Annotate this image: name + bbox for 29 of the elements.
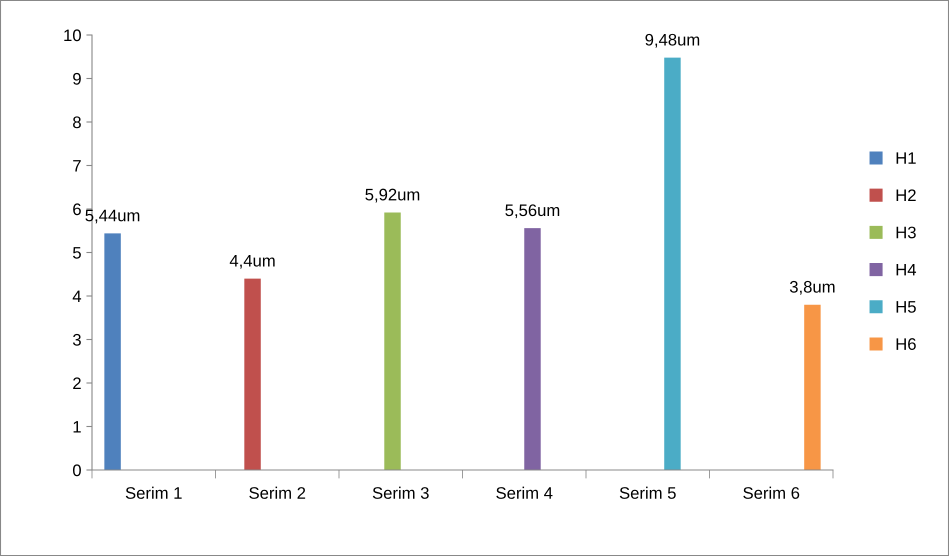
y-tick-label: 7 <box>73 160 81 172</box>
data-label: 5,92um <box>365 188 420 202</box>
legend-label: H3 <box>896 226 916 238</box>
y-tick-label: 9 <box>73 72 81 85</box>
y-tick-label: 8 <box>73 116 81 128</box>
y-tick-label: 5 <box>72 247 81 259</box>
y-tick-label: 6 <box>73 203 81 216</box>
x-tick-label: Serim 1 <box>126 486 182 499</box>
x-tick-label: Serim 4 <box>496 486 552 499</box>
legend-label: H4 <box>896 264 916 276</box>
x-tick-label: Serim 6 <box>743 486 800 499</box>
legend-label: H5 <box>896 301 916 313</box>
data-label: 9,48um <box>645 34 700 48</box>
y-tick-label: 1 <box>74 421 81 433</box>
legend-label: H1 <box>896 152 916 164</box>
data-label: 3,8um <box>790 280 834 295</box>
data-label: 5,44um <box>85 210 140 224</box>
data-label: 5,56um <box>505 204 560 218</box>
x-tick-label: Serim 5 <box>620 486 676 499</box>
y-tick-label: 2 <box>73 377 81 390</box>
y-tick-label: 3 <box>72 334 81 346</box>
legend-label: H6 <box>896 338 916 350</box>
y-tick-label: 0 <box>72 464 81 476</box>
legend-label: H2 <box>896 189 916 202</box>
y-tick-label: 10 <box>64 29 81 42</box>
y-tick-label: 4 <box>72 290 82 302</box>
x-tick-label: Serim 2 <box>249 486 306 499</box>
x-tick-label: Serim 3 <box>372 486 429 499</box>
data-label: 4,4um <box>230 254 275 269</box>
